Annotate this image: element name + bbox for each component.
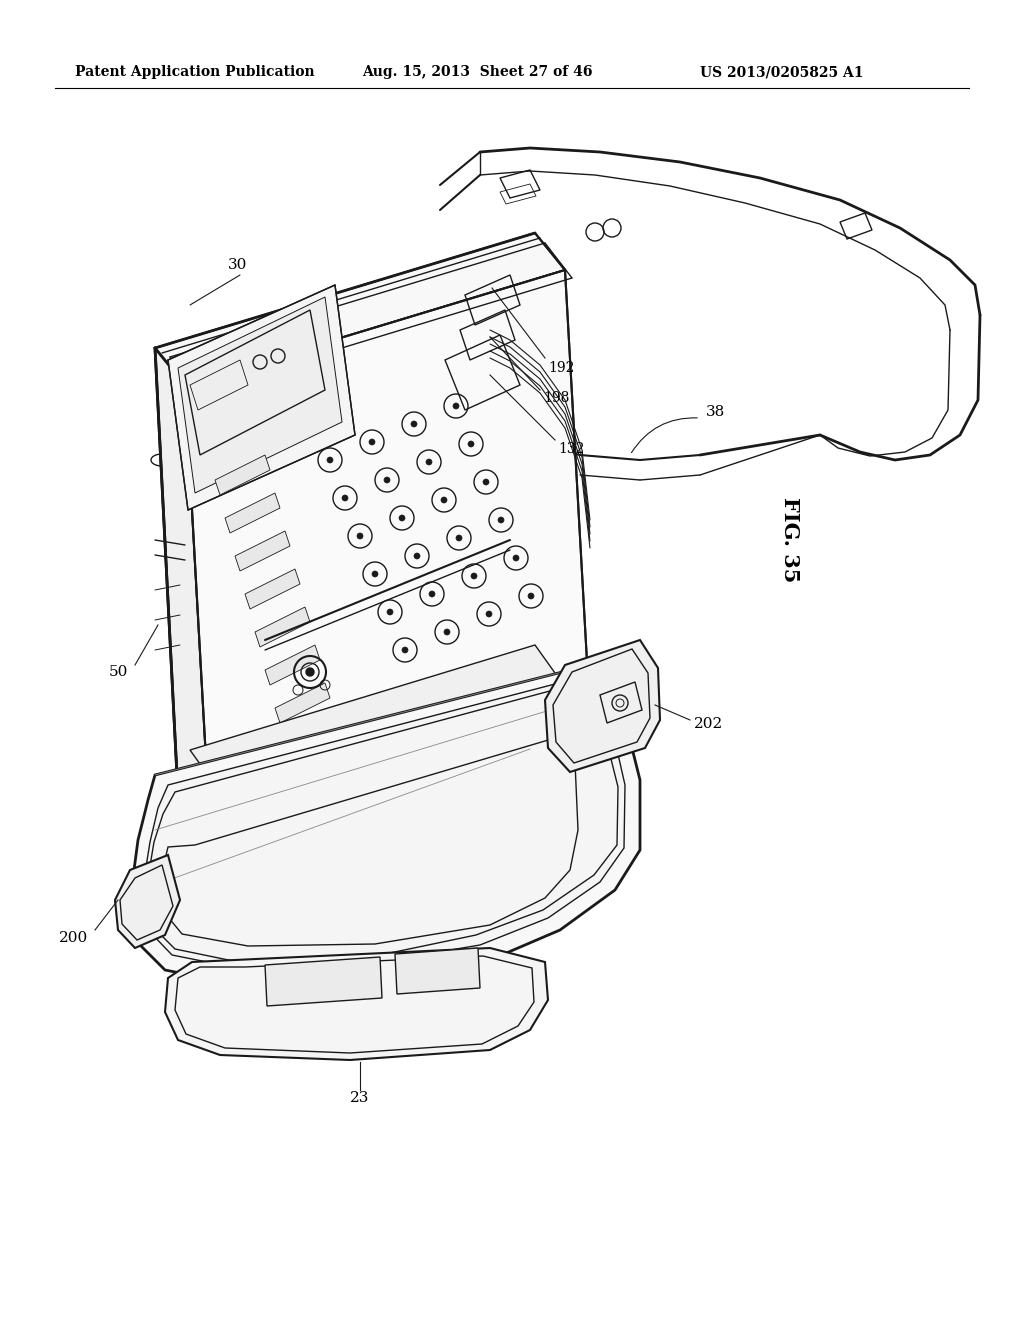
Circle shape (357, 533, 362, 539)
Circle shape (342, 495, 348, 502)
Circle shape (402, 647, 408, 653)
Circle shape (528, 593, 534, 599)
Text: 50: 50 (109, 665, 128, 678)
Circle shape (513, 554, 519, 561)
Polygon shape (215, 455, 270, 495)
Circle shape (327, 457, 333, 463)
Text: 132: 132 (558, 442, 585, 455)
Circle shape (468, 441, 474, 447)
Text: 23: 23 (350, 1092, 370, 1105)
Text: 38: 38 (706, 405, 725, 418)
Polygon shape (155, 348, 210, 830)
Polygon shape (545, 640, 660, 772)
Circle shape (441, 498, 447, 503)
Text: 198: 198 (543, 391, 569, 405)
Text: 30: 30 (228, 257, 248, 272)
Text: 200: 200 (58, 931, 88, 945)
Polygon shape (275, 682, 330, 723)
Text: Aug. 15, 2013  Sheet 27 of 46: Aug. 15, 2013 Sheet 27 of 46 (362, 65, 593, 79)
Polygon shape (168, 285, 355, 510)
Circle shape (372, 572, 378, 577)
Text: 202: 202 (694, 717, 723, 731)
Polygon shape (255, 607, 310, 647)
Polygon shape (395, 948, 480, 994)
Circle shape (369, 440, 375, 445)
Circle shape (444, 630, 450, 635)
Polygon shape (165, 948, 548, 1060)
Circle shape (486, 611, 492, 616)
Circle shape (411, 421, 417, 426)
Polygon shape (155, 234, 565, 385)
Text: FIG. 35: FIG. 35 (780, 498, 800, 582)
Polygon shape (115, 855, 180, 948)
Circle shape (426, 459, 432, 465)
Circle shape (387, 609, 393, 615)
Circle shape (306, 668, 314, 676)
Circle shape (414, 553, 420, 558)
Circle shape (483, 479, 489, 484)
Text: 192: 192 (548, 360, 574, 375)
Polygon shape (185, 271, 590, 830)
Polygon shape (142, 678, 625, 969)
Polygon shape (178, 297, 342, 492)
Polygon shape (265, 645, 319, 685)
Circle shape (456, 535, 462, 541)
Text: Patent Application Publication: Patent Application Publication (75, 65, 314, 79)
Polygon shape (225, 492, 280, 533)
Text: US 2013/0205825 A1: US 2013/0205825 A1 (700, 65, 863, 79)
Polygon shape (130, 665, 640, 985)
Circle shape (471, 573, 477, 579)
Polygon shape (234, 531, 290, 572)
Circle shape (453, 403, 459, 409)
Circle shape (429, 591, 435, 597)
Polygon shape (190, 645, 560, 785)
Circle shape (384, 477, 390, 483)
Polygon shape (245, 569, 300, 609)
Circle shape (399, 515, 406, 521)
Circle shape (498, 517, 504, 523)
Polygon shape (265, 957, 382, 1006)
